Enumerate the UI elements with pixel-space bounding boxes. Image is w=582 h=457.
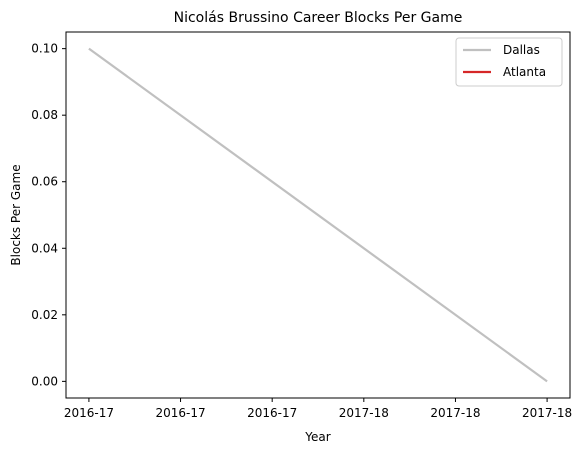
y-tick-label: 0.00 (31, 374, 58, 388)
chart-title: Nicolás Brussino Career Blocks Per Game (174, 10, 463, 26)
y-tick-label: 0.04 (31, 241, 58, 255)
x-tick-label: 2017-18 (522, 406, 572, 420)
axes-layer: 2016-17 2016-17 2016-17 2017-18 2017-18 2017-… (31, 31, 572, 420)
y-tick-label: 0.10 (31, 42, 58, 56)
legend: Dallas Atlanta (455, 37, 563, 87)
x-tick-label: 2016-17 (64, 406, 114, 420)
plot-frame (65, 31, 571, 399)
y-tick-label: 0.02 (31, 308, 58, 322)
x-tick-label: 2017-18 (430, 406, 480, 420)
y-axis-label: Blocks Per Game (9, 164, 23, 265)
x-axis-label: Year (304, 430, 330, 444)
series-line-dallas (88, 47, 548, 383)
x-tick-label: 2017-18 (339, 406, 389, 420)
legend-label-dallas: Dallas (503, 43, 540, 57)
plot-layer (88, 47, 548, 383)
y-tick-label: 0.08 (31, 108, 58, 122)
y-tick-label: 0.06 (31, 175, 58, 189)
x-tick-label: 2016-17 (155, 406, 205, 420)
legend-label-atlanta: Atlanta (503, 65, 546, 79)
x-tick-label: 2016-17 (247, 406, 297, 420)
